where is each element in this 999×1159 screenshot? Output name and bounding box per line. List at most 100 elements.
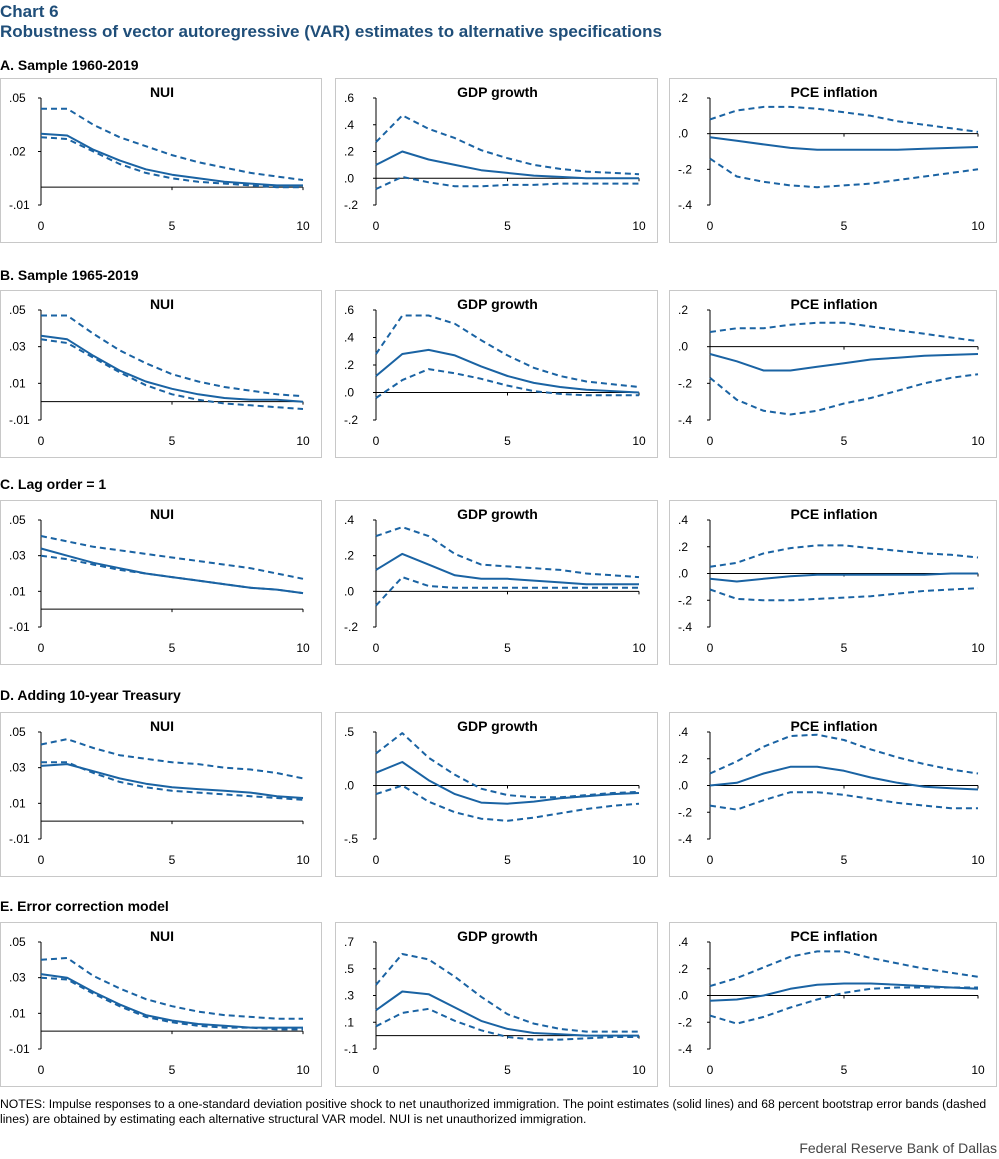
chart-svg: GDP growth -.5 .0 .5 0 5 10	[344, 718, 646, 867]
x-tick-label: 5	[169, 641, 176, 655]
error-band-line	[40, 957, 303, 1020]
y-tick-label: -.4	[678, 198, 692, 212]
chart-panel: NUI -.01 .01 .03 .05 0 5 10	[0, 290, 322, 458]
panel-row-title: B. Sample 1965-2019	[0, 267, 139, 283]
x-tick-label: 5	[169, 219, 176, 233]
error-band-line	[375, 784, 640, 822]
y-tick-label: .01	[9, 376, 26, 390]
y-tick-label: .2	[678, 962, 688, 976]
panel-title: PCE inflation	[790, 718, 877, 734]
x-tick-label: 10	[971, 219, 985, 233]
chart-svg: GDP growth -.2 .0 .2 .4 .6 0 5 10	[344, 296, 646, 448]
y-tick-label: .0	[678, 567, 688, 581]
x-tick-label: 0	[373, 434, 380, 448]
y-tick-label: -.4	[678, 832, 692, 846]
chart-panel: GDP growth -.1 .1 .3 .5 .7 0 5 10	[335, 922, 658, 1087]
y-tick-label: .0	[344, 584, 354, 598]
point-estimate-line	[40, 763, 304, 799]
panel-title: GDP growth	[457, 718, 538, 734]
panel-title: GDP growth	[457, 928, 538, 944]
error-band-line	[41, 107, 304, 181]
error-band-line	[709, 986, 978, 1025]
x-tick-label: 5	[169, 853, 176, 867]
panel-title: PCE inflation	[790, 506, 877, 522]
point-estimate-line	[40, 973, 303, 1029]
x-tick-label: 5	[169, 1063, 176, 1077]
chart-notes: NOTES: Impulse responses to a one-standa…	[0, 1097, 987, 1126]
x-tick-label: 5	[169, 434, 176, 448]
y-tick-label: -.2	[678, 593, 692, 607]
error-band-line	[709, 791, 978, 811]
panel-title: GDP growth	[457, 84, 538, 100]
x-tick-label: 0	[707, 219, 714, 233]
chart-panel: PCE inflation -.4 -.2 .0 .2 .4 0 5 10	[669, 922, 997, 1087]
x-tick-label: 5	[841, 434, 848, 448]
y-tick-label: -.01	[9, 413, 30, 427]
y-tick-label: .2	[344, 549, 354, 563]
y-tick-label: .02	[9, 145, 26, 159]
point-estimate-line	[375, 990, 639, 1037]
x-tick-label: 10	[971, 641, 985, 655]
error-band-line	[41, 314, 304, 398]
x-tick-label: 0	[373, 641, 380, 655]
panel-title: NUI	[150, 506, 174, 522]
x-tick-label: 0	[707, 434, 714, 448]
y-tick-label: .4	[344, 331, 354, 345]
y-tick-label: .05	[9, 91, 26, 105]
x-tick-label: 5	[841, 853, 848, 867]
panel-row-title: D. Adding 10-year Treasury	[0, 687, 181, 703]
chart-svg: GDP growth -.2 .0 .2 .4 .6 0 5 10	[344, 84, 646, 233]
x-tick-label: 10	[632, 641, 646, 655]
x-tick-label: 5	[504, 434, 511, 448]
y-tick-label: .01	[9, 584, 26, 598]
x-tick-label: 5	[504, 641, 511, 655]
x-tick-label: 0	[707, 641, 714, 655]
y-tick-label: .05	[9, 303, 26, 317]
error-band-line	[709, 373, 979, 416]
error-band-line	[709, 105, 979, 133]
x-tick-label: 10	[296, 434, 310, 448]
chart-svg: PCE inflation -.4 -.2 .0 .2 0 5 10	[678, 296, 985, 448]
error-band-line	[375, 953, 639, 1033]
error-band-line	[709, 157, 979, 189]
point-estimate-line	[709, 136, 979, 151]
x-tick-label: 0	[38, 853, 45, 867]
panel-title: PCE inflation	[790, 84, 877, 100]
y-tick-label: .7	[344, 935, 354, 949]
y-tick-label: .0	[678, 779, 688, 793]
y-tick-label: .4	[678, 513, 688, 527]
error-band-line	[375, 314, 640, 388]
y-tick-label: .2	[678, 752, 688, 766]
source-credit: Federal Reserve Bank of Dallas	[799, 1140, 997, 1156]
y-tick-label: .6	[344, 91, 354, 105]
y-tick-label: .0	[344, 171, 354, 185]
point-estimate-line	[375, 150, 639, 180]
chart-number: Chart 6	[0, 2, 59, 21]
y-tick-label: .4	[678, 935, 688, 949]
x-tick-label: 10	[296, 853, 310, 867]
x-tick-label: 5	[504, 853, 511, 867]
panel-title: NUI	[150, 928, 174, 944]
error-band-line	[375, 576, 639, 607]
y-tick-label: .2	[678, 91, 688, 105]
panel-row-title: E. Error correction model	[0, 898, 169, 914]
error-band-line	[709, 587, 979, 602]
error-band-line	[40, 738, 304, 780]
chart-svg: NUI -.01 .01 .03 .05 0 5 10	[9, 506, 310, 655]
y-tick-label: -.4	[678, 413, 692, 427]
error-band-line	[375, 368, 639, 399]
y-tick-label: .6	[344, 303, 354, 317]
y-tick-label: -.2	[678, 376, 692, 390]
chart-panel: GDP growth -.2 .0 .2 .4 0 5 10	[335, 500, 658, 665]
error-band-line	[709, 733, 979, 775]
x-tick-label: 5	[841, 641, 848, 655]
error-band-line	[375, 175, 639, 190]
y-tick-label: .1	[344, 1015, 354, 1029]
panel-title: GDP growth	[457, 506, 538, 522]
error-band-line	[375, 114, 640, 176]
y-tick-label: .01	[9, 1006, 26, 1020]
y-tick-label: -.2	[678, 162, 692, 176]
x-tick-label: 0	[373, 853, 380, 867]
error-band-line	[375, 526, 640, 579]
y-tick-label: .05	[9, 513, 26, 527]
